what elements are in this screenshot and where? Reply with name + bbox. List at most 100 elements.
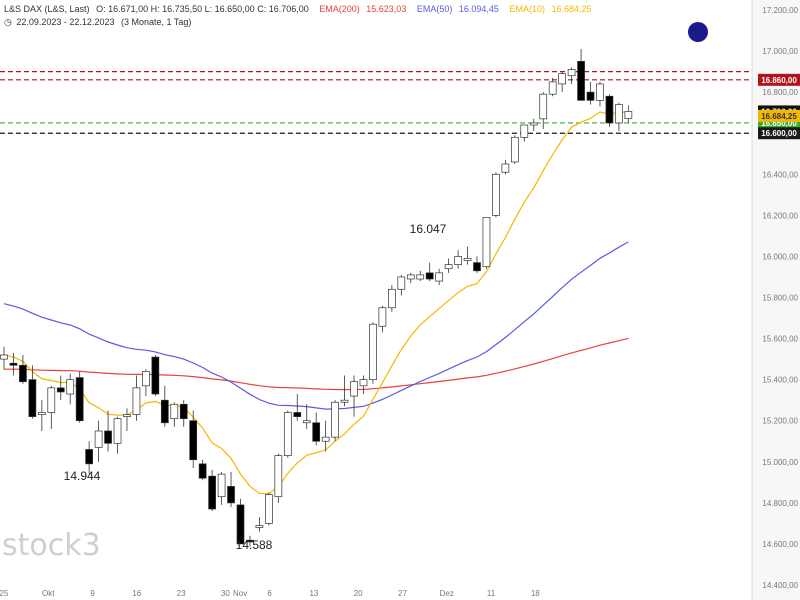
candle-body[interactable] [198, 463, 207, 479]
candle-body[interactable] [123, 414, 131, 417]
candle-body[interactable] [350, 381, 358, 397]
alert-dot-icon[interactable] [688, 22, 708, 42]
candle-body[interactable] [151, 356, 160, 395]
candle-body[interactable] [208, 475, 216, 510]
candle-body[interactable] [170, 403, 179, 420]
x-tick-label: 11 [487, 589, 496, 598]
candle-body[interactable] [19, 364, 27, 383]
x-tick-label: 23 [177, 589, 186, 598]
ema10-label[interactable]: EMA(10) [509, 4, 545, 14]
candle-body[interactable] [425, 272, 434, 280]
candle-body[interactable] [179, 403, 188, 420]
candle-body[interactable] [454, 256, 462, 265]
x-tick-label: Okt [42, 589, 55, 598]
candle-body[interactable] [529, 122, 538, 126]
x-tick-label: 18 [531, 589, 540, 598]
candle-body[interactable] [321, 436, 330, 442]
y-axis-panel[interactable] [752, 0, 800, 600]
candle-body[interactable] [501, 163, 510, 173]
y-tick-label: 15.800,00 [762, 294, 798, 303]
y-tick-label: 15.400,00 [762, 376, 798, 385]
interval-label: (3 Monate, 1 Tag) [120, 17, 192, 27]
instrument-label: L&S DAX (L&S, Last) [4, 4, 90, 14]
ohlc-values: O: 16.671,00 H: 16.735,50 L: 16.650,00 C… [96, 4, 309, 14]
candle-body[interactable] [227, 486, 235, 504]
candle-body[interactable] [160, 399, 169, 424]
candle-body[interactable] [624, 111, 633, 119]
candle-body[interactable] [246, 539, 254, 543]
candle-body[interactable] [510, 136, 519, 163]
candle-body[interactable] [265, 494, 273, 524]
candle-body[interactable] [0, 354, 8, 360]
candle-body[interactable] [615, 104, 623, 124]
watermark-logo: stock3 [2, 528, 101, 563]
price-annotation: 14.944 [64, 469, 101, 483]
x-tick-label: 13 [309, 589, 318, 598]
candle-body[interactable] [9, 362, 18, 366]
candle-body[interactable] [302, 420, 311, 424]
x-tick-label: Dez [440, 589, 454, 598]
candle-body[interactable] [473, 262, 481, 272]
candle-body[interactable] [331, 401, 339, 438]
candle-body[interactable] [293, 412, 302, 417]
candle-body[interactable] [435, 272, 444, 282]
candle-body[interactable] [340, 399, 349, 403]
ema50-line[interactable] [3, 241, 629, 410]
candle-body[interactable] [255, 525, 264, 528]
candle-body[interactable] [94, 430, 103, 448]
candle-body[interactable] [388, 288, 396, 309]
candle-body[interactable] [217, 473, 226, 498]
y-tick-label: 16.800,00 [762, 88, 798, 97]
date-range: 22.09.2023 - 22.12.2023 [16, 17, 115, 27]
candle-body[interactable] [47, 387, 56, 413]
candle-body[interactable] [492, 173, 500, 216]
candle-body[interactable] [586, 91, 595, 101]
level-price-tag-label: 16.860,00 [761, 76, 797, 85]
y-tick-label: 14.600,00 [762, 540, 798, 549]
x-tick-label: Nov [233, 589, 247, 598]
y-tick-label: 14.400,00 [762, 581, 798, 590]
ema200-line[interactable] [4, 337, 629, 391]
candle-body[interactable] [359, 379, 368, 387]
candle-body[interactable] [113, 418, 122, 444]
candle-body[interactable] [75, 377, 84, 422]
candle-body[interactable] [463, 258, 472, 261]
ema-price-tag[interactable] [758, 109, 800, 122]
price-annotation: 14.588 [236, 538, 273, 552]
candle-body[interactable] [85, 449, 93, 465]
candle-body[interactable] [66, 379, 75, 395]
candle-body[interactable] [142, 371, 150, 387]
candle-body[interactable] [539, 93, 548, 120]
candle-body[interactable] [104, 430, 112, 444]
candle-body[interactable] [189, 420, 198, 461]
candle-body[interactable] [548, 81, 557, 95]
candle-body[interactable] [406, 274, 415, 280]
candle-body[interactable] [283, 412, 292, 456]
candle-body[interactable] [56, 387, 65, 393]
candle-body[interactable] [397, 276, 406, 290]
candle-body[interactable] [369, 323, 377, 380]
candle-body[interactable] [312, 422, 321, 442]
candle-body[interactable] [378, 307, 387, 327]
candle-body[interactable] [558, 73, 566, 85]
candle-body[interactable] [482, 217, 491, 268]
candle-body[interactable] [520, 124, 529, 138]
level-price-tag-label: 16.600,00 [761, 129, 797, 138]
candle-body[interactable] [577, 60, 585, 101]
level-price-tag[interactable] [758, 73, 800, 86]
candle-body[interactable] [37, 412, 46, 415]
ema50-value: 16.094,45 [458, 4, 499, 14]
candle-body[interactable] [605, 95, 614, 124]
candle-body[interactable] [444, 264, 453, 270]
candle-body[interactable] [132, 387, 141, 415]
ema200-label[interactable]: EMA(200) [319, 4, 360, 14]
candle-body[interactable] [596, 83, 604, 101]
candle-body[interactable] [28, 379, 37, 417]
candle-body[interactable] [567, 69, 576, 77]
candle-body[interactable] [236, 504, 245, 545]
candle-body[interactable] [416, 274, 425, 280]
ema50-label[interactable]: EMA(50) [416, 4, 453, 14]
level-price-tag[interactable] [758, 127, 800, 140]
candle-body[interactable] [274, 455, 283, 498]
